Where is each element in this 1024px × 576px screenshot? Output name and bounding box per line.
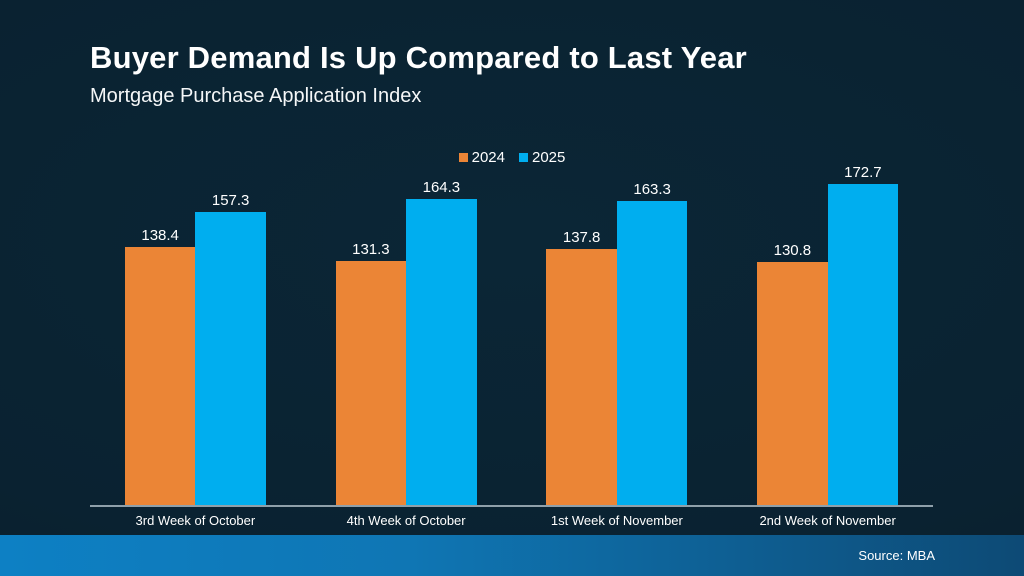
bar-chart: 138.4 157.3 131.3 164.3 137.8 163.3 130.8 172.7…	[90, 164, 933, 540]
x-axis-labels: 3rd Week of October 4th Week of October 1s…	[90, 513, 933, 537]
slide-title: Buyer Demand Is Up Compared to Last Year	[90, 40, 747, 75]
x-axis-category-label-3: 1st Week of November	[550, 513, 683, 528]
legend-item-2024: 2024	[458, 149, 505, 166]
bar-value-label-2025-group-3: 163.3	[633, 181, 671, 199]
bar-2024-group-2	[335, 260, 407, 505]
bar-2025-group-2	[406, 199, 477, 505]
legend-label-2025: 2025	[532, 149, 566, 166]
legend-swatch-2024	[458, 153, 468, 162]
bar-2024-group-1	[124, 247, 196, 505]
plot-area: 138.4 157.3 131.3 164.3 137.8 163.3 130.8 172.7	[90, 164, 933, 505]
x-axis-category-label-1: 3rd Week of October	[135, 513, 256, 528]
footer-bar: Source: MBA	[0, 535, 1024, 576]
bar-2025-group-3	[616, 201, 688, 505]
bar-2025-group-1	[195, 212, 266, 505]
x-axis-category-label-4: 2nd Week of November	[759, 513, 896, 528]
source-text: Source: MBA	[858, 548, 935, 563]
legend-label-2024: 2024	[471, 149, 505, 166]
bar-value-label-2024-group-2: 131.3	[352, 240, 390, 258]
bar-value-label-2024-group-3: 137.8	[562, 228, 601, 246]
chart-legend: 2024 2025	[0, 149, 1024, 166]
slide-subtitle: Mortgage Purchase Application Index	[90, 85, 422, 107]
x-axis-line	[90, 505, 933, 507]
bar-value-label-2024-group-4: 130.8	[773, 241, 812, 259]
x-axis-category-label-2: 4th Week of October	[346, 513, 466, 528]
legend-swatch-2025	[519, 153, 528, 162]
legend-item-2025: 2025	[519, 149, 565, 166]
bar-value-label-2025-group-2: 164.3	[422, 179, 461, 197]
bar-value-label-2025-group-4: 172.7	[844, 163, 882, 181]
bar-2024-group-3	[546, 248, 617, 505]
bar-2025-group-4	[827, 183, 899, 505]
bar-2024-group-4	[757, 261, 828, 505]
bar-value-label-2024-group-1: 138.4	[141, 227, 179, 245]
bar-value-label-2025-group-1: 157.3	[211, 192, 250, 210]
